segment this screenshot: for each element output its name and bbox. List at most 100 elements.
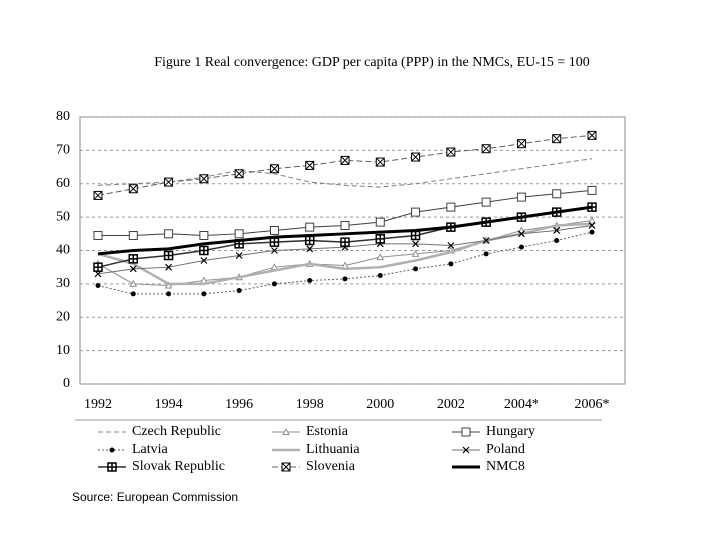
marker	[447, 242, 455, 249]
marker	[461, 427, 471, 437]
marker-shape	[411, 152, 420, 162]
marker-shape	[281, 462, 291, 472]
marker-shape	[201, 291, 207, 297]
marker	[483, 251, 489, 257]
marker-shape	[164, 229, 174, 239]
marker	[93, 230, 103, 240]
marker-shape	[412, 240, 419, 248]
marker	[588, 222, 596, 229]
marker-shape	[481, 144, 491, 154]
series-line	[97, 158, 593, 188]
marker	[128, 230, 138, 240]
marker-shape	[199, 246, 208, 255]
marker	[375, 234, 386, 244]
legend-label: NMC8	[486, 459, 525, 474]
marker-shape	[164, 281, 173, 289]
marker-shape	[306, 245, 314, 253]
marker-shape	[413, 266, 419, 272]
marker	[306, 245, 314, 253]
marker-shape	[411, 249, 420, 257]
marker-shape	[377, 273, 383, 279]
marker-shape	[108, 463, 116, 471]
marker	[236, 288, 242, 294]
legend-label: Estonia	[306, 424, 349, 439]
marker-shape	[269, 225, 279, 235]
marker-shape	[166, 291, 172, 297]
marker-shape	[307, 278, 313, 284]
marker-shape	[447, 242, 455, 249]
marker-shape	[282, 427, 290, 435]
marker-shape	[375, 217, 385, 227]
marker	[411, 207, 421, 217]
marker	[375, 217, 385, 227]
y-tick-label: 40	[56, 243, 70, 258]
legend-label: Hungary	[486, 424, 535, 439]
x-tick-label: 2006*	[575, 397, 610, 412]
marker-shape	[164, 251, 173, 260]
marker-shape	[270, 238, 279, 247]
marker-shape	[129, 279, 138, 287]
marker	[129, 279, 138, 287]
marker-shape	[483, 251, 489, 257]
marker	[128, 254, 139, 264]
legend-label: Poland	[486, 442, 525, 457]
marker	[412, 240, 419, 248]
marker	[107, 462, 117, 472]
marker-shape	[552, 189, 562, 199]
marker-shape	[462, 446, 470, 454]
marker-shape	[271, 281, 277, 287]
marker	[305, 160, 315, 170]
marker-shape	[518, 230, 525, 238]
marker	[342, 276, 348, 282]
marker	[109, 447, 115, 453]
marker-shape	[376, 234, 385, 243]
marker-shape	[199, 230, 209, 240]
marker	[304, 235, 315, 246]
marker	[554, 237, 560, 243]
marker	[201, 291, 207, 297]
y-tick-label: 20	[56, 309, 70, 324]
marker	[129, 265, 137, 273]
x-tick-label: 2004*	[504, 397, 539, 412]
marker	[130, 291, 136, 297]
marker-shape	[129, 265, 137, 273]
marker-shape	[200, 257, 208, 264]
y-tick-label: 50	[56, 209, 70, 224]
marker	[128, 184, 138, 194]
y-tick-label: 80	[56, 109, 70, 124]
legend-label: Latvia	[132, 442, 169, 457]
marker-shape	[461, 427, 471, 437]
marker	[305, 222, 315, 232]
marker	[377, 273, 383, 279]
marker-shape	[236, 288, 242, 294]
marker	[269, 164, 279, 174]
marker	[93, 262, 103, 272]
marker-shape	[411, 231, 420, 240]
marker	[553, 227, 561, 234]
marker	[271, 247, 278, 254]
marker	[411, 152, 421, 162]
marker	[164, 281, 173, 289]
marker	[340, 155, 350, 165]
marker-shape	[234, 229, 244, 239]
marker-shape	[516, 192, 526, 202]
marker-shape	[270, 164, 279, 174]
marker-shape	[95, 283, 101, 289]
marker-shape	[446, 202, 456, 212]
legend-label: Lithuania	[306, 442, 360, 457]
marker	[481, 197, 491, 207]
marker-shape	[552, 134, 562, 144]
legend-label: Slovak Republic	[132, 459, 225, 474]
marker	[448, 261, 454, 267]
marker	[587, 130, 597, 140]
marker	[462, 446, 470, 454]
series-line	[97, 205, 593, 256]
marker	[587, 185, 597, 195]
marker-shape	[130, 291, 136, 297]
marker	[281, 462, 291, 472]
marker	[95, 283, 101, 289]
marker	[271, 281, 277, 287]
marker-shape	[587, 131, 597, 140]
x-tick-label: 1996	[225, 397, 253, 412]
marker-shape	[129, 254, 138, 263]
